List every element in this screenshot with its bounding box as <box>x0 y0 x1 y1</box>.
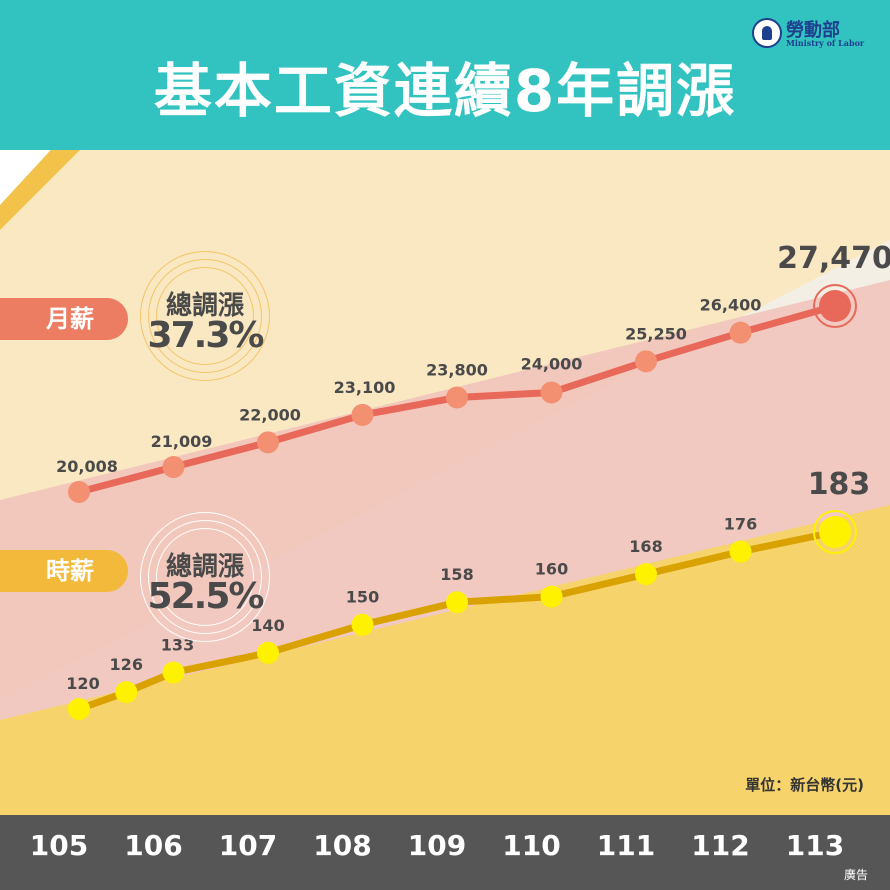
legend-monthly: 月薪 <box>0 298 128 340</box>
hourly-data-point <box>635 563 657 586</box>
logo-name: 勞動部 <box>786 20 840 41</box>
monthly-total-value: 37.3% <box>147 315 265 356</box>
hourly-data-point <box>115 681 138 704</box>
hourly-data-point <box>257 641 279 664</box>
monthly-data-point <box>351 403 374 426</box>
x-tick-label: 112 <box>691 829 750 862</box>
hourly-data-label: 140 <box>251 616 284 635</box>
x-tick-label: 108 <box>313 829 372 862</box>
ministry-emblem-icon <box>752 18 782 48</box>
monthly-data-point <box>635 350 657 373</box>
hourly-data-label: 158 <box>440 565 473 584</box>
x-tick-label: 106 <box>124 829 183 862</box>
hourly-series-line <box>75 528 839 713</box>
monthly-data-label: 23,800 <box>426 360 488 379</box>
ministry-logo: 勞動部 Ministry of Labor <box>752 16 872 52</box>
ad-label: 廣告 <box>843 868 868 882</box>
hourly-data-label: 176 <box>724 515 757 534</box>
page-title: 基本工資連續8年調漲 <box>153 57 737 125</box>
hourly-data-label: 183 <box>808 467 871 502</box>
hourly-data-label: 150 <box>346 588 379 607</box>
monthly-data-label: 21,009 <box>151 432 213 451</box>
monthly-data-label: 22,000 <box>239 405 301 424</box>
hourly-total-badge: 總調漲 52.5% <box>140 512 270 642</box>
hourly-data-label: 160 <box>535 560 568 579</box>
logo-subtitle: Ministry of Labor <box>786 38 865 48</box>
x-tick-label: 109 <box>407 829 467 862</box>
monthly-data-point <box>162 456 185 479</box>
monthly-data-label: 20,008 <box>56 457 118 476</box>
x-axis-bar <box>0 815 890 890</box>
x-tick-label: 113 <box>785 829 845 862</box>
hourly-total-value: 52.5% <box>147 576 265 617</box>
monthly-data-point <box>540 381 563 404</box>
x-tick-label: 110 <box>502 829 561 862</box>
monthly-data-point <box>729 321 752 344</box>
monthly-final-point-ring <box>813 284 857 328</box>
hourly-data-label: 133 <box>161 635 194 654</box>
hourly-data-point <box>162 661 185 684</box>
monthly-data-label: 23,100 <box>334 378 396 397</box>
monthly-total-badge: 總調漲 37.3% <box>140 251 270 381</box>
hourly-data-point <box>351 613 374 636</box>
hourly-data-point <box>68 698 90 720</box>
monthly-data-label: 25,250 <box>625 324 687 343</box>
legend-hourly: 時薪 <box>0 550 128 592</box>
monthly-data-label: 26,400 <box>700 296 762 315</box>
hourly-total-label: 總調漲 <box>165 552 244 582</box>
monthly-data-point <box>257 431 279 454</box>
hourly-data-point <box>729 540 752 563</box>
unit-note: 單位：新台幣(元) <box>745 776 864 794</box>
monthly-data-label: 24,000 <box>521 354 583 373</box>
monthly-total-label: 總調漲 <box>165 291 244 321</box>
hourly-final-point-ring <box>813 510 857 554</box>
monthly-data-point <box>446 386 468 409</box>
monthly-data-label: 27,470 <box>777 241 890 276</box>
header-banner: 基本工資連續8年調漲 勞動部 Ministry of Labor <box>0 0 890 150</box>
hourly-data-point <box>819 516 851 548</box>
monthly-data-point <box>819 290 851 322</box>
x-tick-label: 111 <box>596 829 656 862</box>
hourly-data-label: 168 <box>629 537 662 556</box>
x-tick-label: 105 <box>29 829 89 862</box>
hourly-data-point <box>540 585 563 608</box>
hourly-data-label: 120 <box>66 674 99 693</box>
hourly-data-label: 126 <box>110 655 143 674</box>
hourly-data-point <box>446 591 468 614</box>
x-tick-label: 107 <box>218 829 278 862</box>
monthly-data-point <box>68 481 90 503</box>
